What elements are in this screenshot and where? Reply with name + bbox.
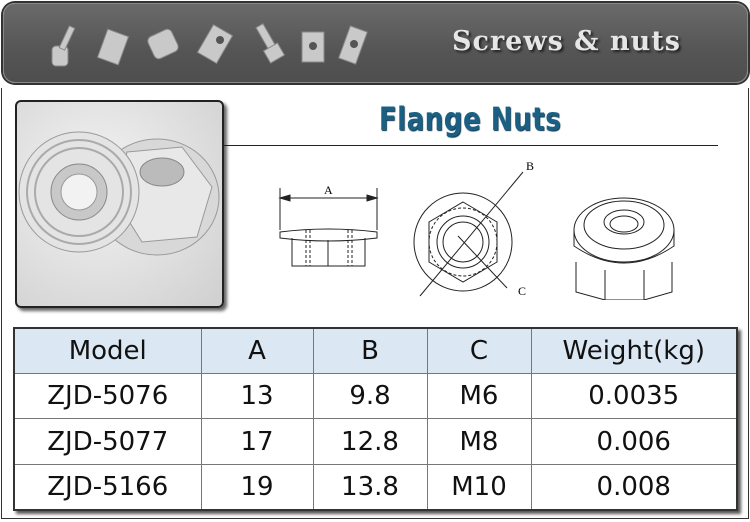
technical-drawings: A B C <box>278 159 675 300</box>
cell-weight: 0.006 <box>530 418 738 465</box>
category-banner: Screws & nuts <box>3 3 748 83</box>
header-model: Model <box>13 327 202 375</box>
flange-nut-photo-icon <box>18 131 220 256</box>
hardware-parts-icons <box>51 23 368 67</box>
header-b: B <box>312 327 428 375</box>
dimension-label-a: A <box>324 183 333 197</box>
cell-weight: 0.008 <box>530 463 738 511</box>
isometric-view-drawing <box>573 197 675 300</box>
table-header-row: Model A B C Weight(kg) <box>13 327 738 375</box>
cell-a: 19 <box>200 463 314 511</box>
product-photo <box>15 100 224 308</box>
product-title: Flange Nuts <box>378 100 562 138</box>
banner-title: Screws & nuts <box>452 26 681 57</box>
cell-b: 9.8 <box>312 373 428 420</box>
slot-nut-icon <box>196 23 234 65</box>
cell-weight: 0.0035 <box>530 373 738 420</box>
side-view-drawing <box>278 188 379 267</box>
cell-model: ZJD-5166 <box>13 463 202 511</box>
table-row: ZJD-5077 17 12.8 M8 0.006 <box>13 418 738 465</box>
specification-table: Model A B C Weight(kg) ZJD-5076 13 9.8 M… <box>13 327 738 511</box>
cell-b: 13.8 <box>312 463 428 511</box>
dimension-label-c: C <box>518 284 526 298</box>
top-view-drawing <box>413 171 524 297</box>
header-weight: Weight(kg) <box>530 327 738 375</box>
title-divider <box>222 145 718 146</box>
header-a: A <box>200 327 314 375</box>
cell-c: M8 <box>426 418 532 465</box>
screw-shaft-icon <box>58 25 76 51</box>
cell-c: M10 <box>426 463 532 511</box>
header-c: C <box>426 327 532 375</box>
table-row: ZJD-5166 19 13.8 M10 0.008 <box>13 463 738 511</box>
table-row: ZJD-5076 13 9.8 M6 0.0035 <box>13 373 738 420</box>
cell-a: 13 <box>200 373 314 420</box>
cell-model: ZJD-5077 <box>13 418 202 465</box>
t-nut-icon <box>147 28 179 60</box>
cell-model: ZJD-5076 <box>13 373 202 420</box>
cell-b: 12.8 <box>312 418 428 465</box>
cell-c: M6 <box>426 373 532 420</box>
dimension-label-b: B <box>526 159 534 173</box>
spring-nut-icon <box>96 28 130 66</box>
cell-a: 17 <box>200 418 314 465</box>
